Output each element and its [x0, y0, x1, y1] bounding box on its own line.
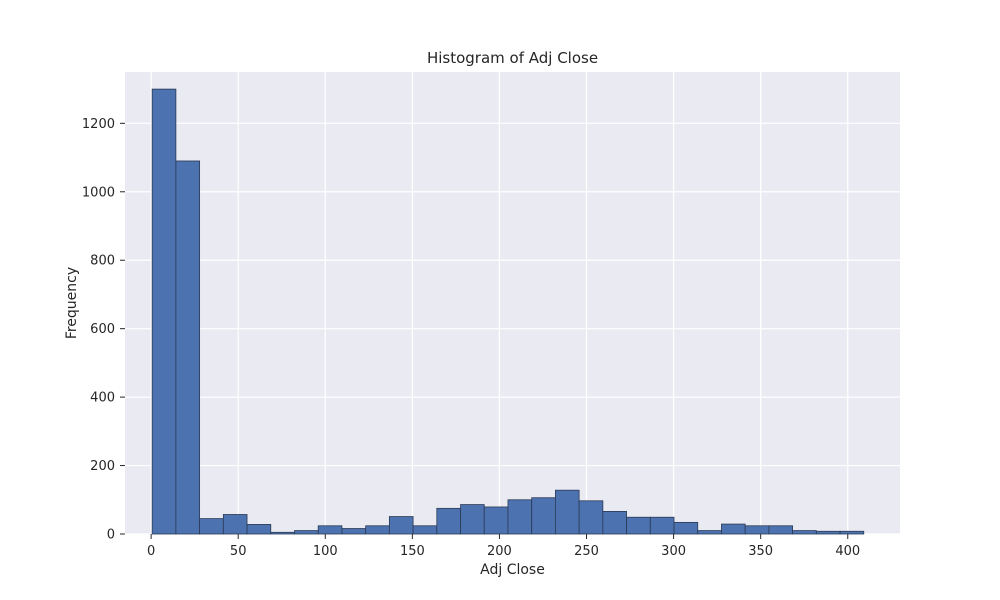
plot-area: [125, 72, 900, 534]
histogram-bar: [507, 499, 533, 535]
histogram-bar: [246, 524, 272, 535]
histogram-bar: [649, 516, 675, 535]
histogram-bar: [222, 514, 248, 535]
histogram-bar: [815, 530, 841, 535]
y-tick-label: 800: [90, 254, 115, 269]
histogram-bar: [697, 530, 722, 535]
histogram-bar: [792, 530, 817, 535]
histogram-bar: [270, 531, 295, 535]
histogram-bar: [555, 489, 580, 535]
histogram-bar: [768, 525, 794, 535]
histogram-bars: [151, 88, 865, 535]
x-tick-label: 150: [400, 544, 425, 559]
histogram-bar: [175, 160, 201, 535]
histogram-bar: [341, 528, 367, 535]
histogram-bar: [673, 521, 699, 535]
histogram-bar: [460, 504, 485, 535]
x-axis-label: Adj Close: [480, 562, 545, 578]
y-tick-label: 0: [107, 528, 115, 543]
x-tick-label: 50: [230, 544, 247, 559]
y-axis-label: Frequency: [64, 267, 80, 339]
histogram-bar: [578, 500, 604, 535]
histogram-bar: [365, 525, 390, 535]
y-tick-label: 200: [90, 459, 115, 474]
y-tick-label: 400: [90, 391, 115, 406]
histogram-bar: [388, 516, 414, 535]
x-tick-label: 350: [748, 544, 773, 559]
histogram-bar: [436, 507, 461, 535]
histogram-bar: [294, 530, 319, 535]
histogram-bar: [317, 525, 343, 535]
histogram-bar: [531, 497, 556, 535]
y-axis-ticks: 0 200 400 600 800 1000 1200: [82, 117, 125, 543]
histogram-bar: [483, 506, 509, 535]
histogram-bar: [721, 523, 746, 535]
y-tick-label: 1000: [82, 185, 115, 200]
histogram-bar: [626, 516, 651, 535]
x-tick-label: 300: [661, 544, 686, 559]
y-tick-label: 1200: [82, 117, 115, 132]
x-tick-label: 250: [574, 544, 599, 559]
chart-title: Histogram of Adj Close: [427, 49, 598, 67]
histogram-bar: [199, 518, 224, 535]
histogram-bar: [839, 530, 865, 535]
histogram-bar: [744, 525, 770, 535]
x-tick-label: 400: [835, 544, 860, 559]
histogram-bar: [151, 88, 177, 535]
histogram-bar: [602, 511, 627, 535]
y-tick-label: 600: [90, 322, 115, 337]
x-axis-ticks: 0 50 100 150 200 250 300 350 400: [147, 534, 860, 559]
x-tick-label: 0: [147, 544, 155, 559]
x-tick-label: 100: [313, 544, 338, 559]
histogram-bar: [412, 525, 438, 535]
x-tick-label: 200: [487, 544, 512, 559]
